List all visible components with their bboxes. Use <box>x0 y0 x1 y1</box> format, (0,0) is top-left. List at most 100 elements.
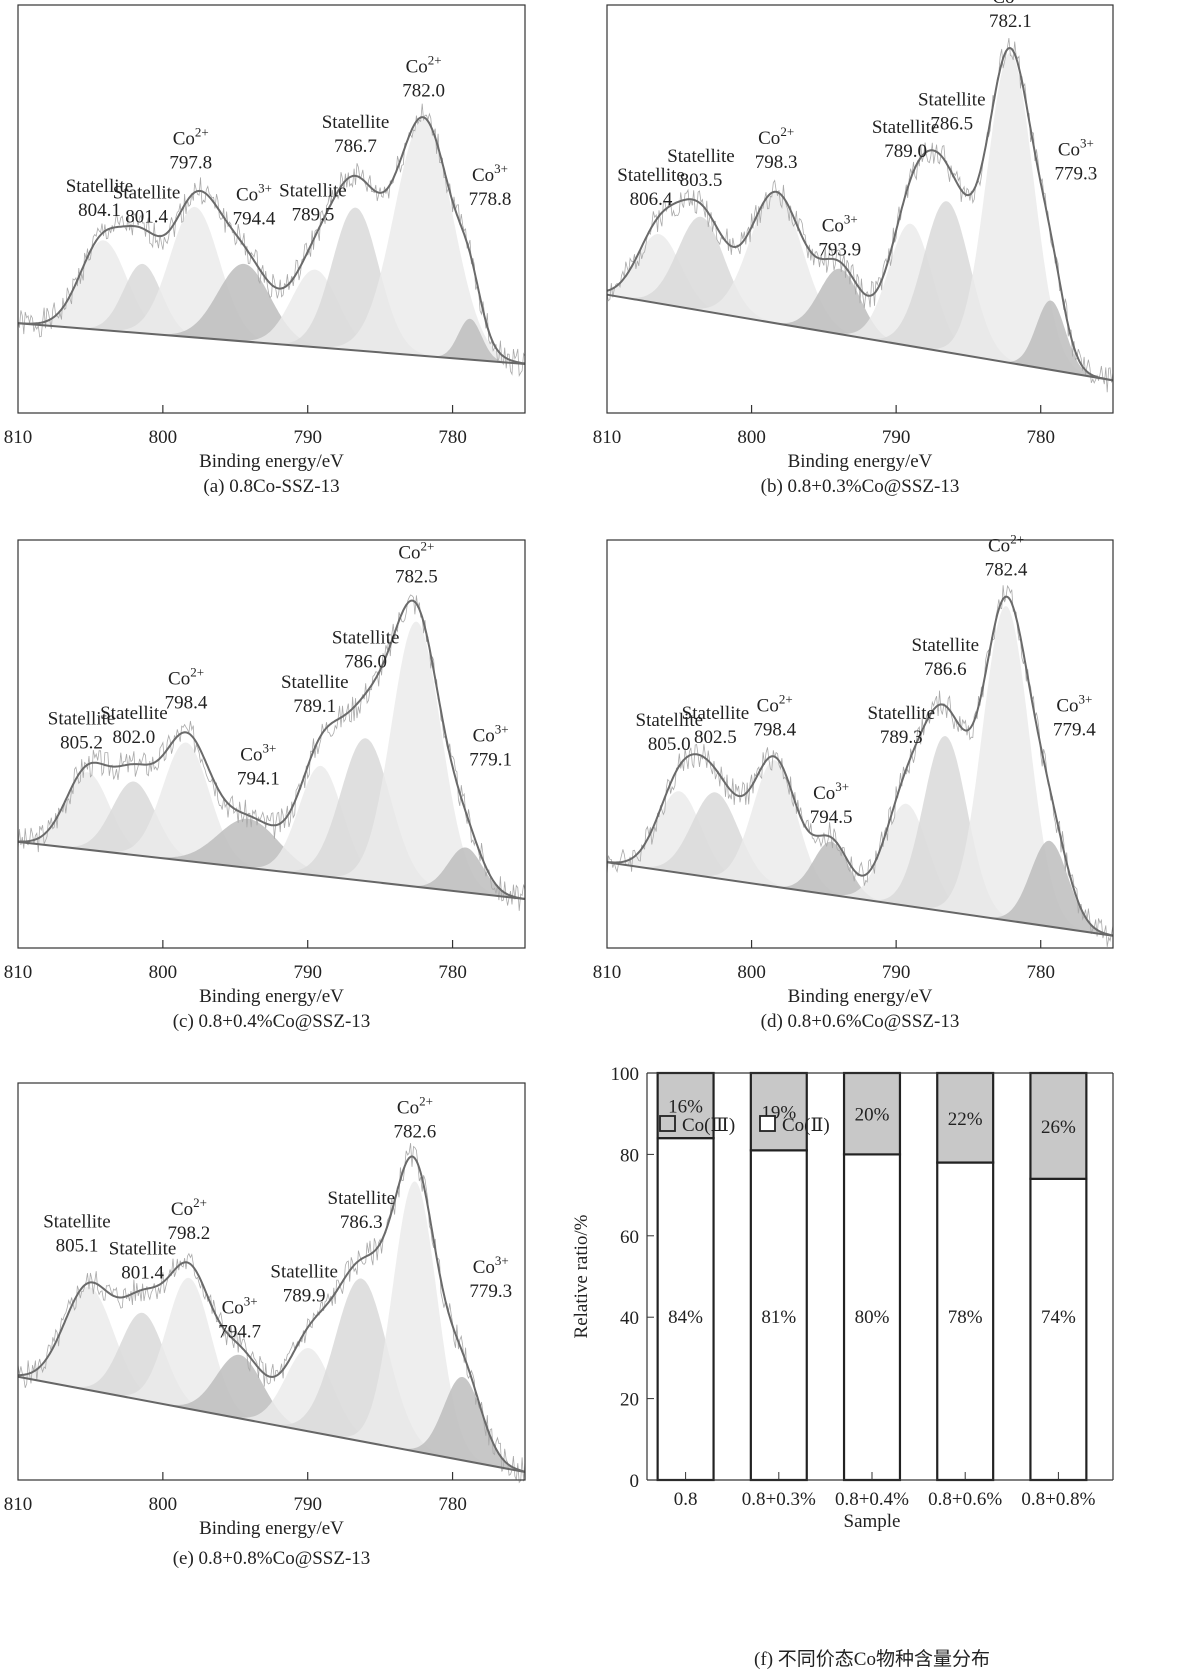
peak-label-value: 779.1 <box>469 750 512 771</box>
peak-label-name: Statellite <box>322 112 390 133</box>
oxidation-state-superscript: 3+ <box>258 181 272 196</box>
peak-label: Co2+ 782.4 <box>985 532 1028 581</box>
x-tick-label: 800 <box>737 962 766 983</box>
peak-label-value: 798.2 <box>168 1223 211 1244</box>
peak-label-name: Statellite <box>281 672 349 693</box>
peak-label: Co2+ 798.4 <box>753 692 796 741</box>
y-tick-label: 60 <box>620 1227 639 1248</box>
peak-label: Statellite 805.2 <box>48 709 116 754</box>
peak-label-name: Co3+ <box>240 740 276 765</box>
peak-label-name: Co3+ <box>813 779 849 804</box>
component-peak-2 <box>18 1312 525 1473</box>
peak-label: Co2+ 798.4 <box>165 664 208 713</box>
peak-label-value: 779.3 <box>1054 163 1097 184</box>
peak-label-name: Statellite <box>682 703 750 724</box>
x-tick-label: 810 <box>4 427 33 448</box>
peak-label-value: 805.0 <box>648 734 691 755</box>
x-tick-label: 800 <box>149 1494 178 1515</box>
peak-label-name: Co2+ <box>988 532 1024 557</box>
x-tick-label: 780 <box>1026 427 1055 448</box>
raw-spectrum-line <box>17 103 526 378</box>
panel-b: 810 800 790 780 Binding energy/eV (b) 0.8+0.3… <box>593 0 1114 497</box>
bar-co-iii <box>936 1071 995 1164</box>
plot-frame <box>17 539 526 949</box>
peak-label-name: Statellite <box>109 1239 177 1260</box>
peak-label: Statellite 805.0 <box>636 710 704 755</box>
background-baseline <box>17 1375 526 1474</box>
bar-value-label: 16% <box>668 1097 703 1118</box>
panel-e: 810 800 790 780 Binding energy/eV (e) 0.8+0.8… <box>4 1082 526 1569</box>
peak-label: Co3+ 779.3 <box>469 1253 512 1302</box>
oxidation-state-superscript: 3+ <box>262 740 276 755</box>
peak-label-value: 802.0 <box>113 727 156 748</box>
oxidation-state-superscript: 2+ <box>1010 532 1024 547</box>
x-tick-label: 780 <box>438 962 467 983</box>
panel-c: 810 800 790 780 Binding energy/eV (c) 0.8+0.4… <box>4 539 526 1032</box>
bar-value-label: 20% <box>855 1105 890 1126</box>
peak-label-name: Statellite <box>113 182 181 203</box>
bar-co-ii <box>1029 1177 1088 1482</box>
component-peak-7 <box>607 52 1113 381</box>
peak-label: Statellite 806.4 <box>617 165 685 210</box>
peak-label-value: 805.1 <box>56 1236 99 1257</box>
bar-co-iii <box>1029 1071 1088 1180</box>
peak-label-name: Co2+ <box>171 1195 207 1220</box>
oxidation-state-superscript: 3+ <box>835 779 849 794</box>
component-peak-7 <box>18 1181 525 1473</box>
peak-label-name: Co3+ <box>473 722 509 747</box>
component-peak-7 <box>18 119 525 364</box>
x-tick-label: 800 <box>149 962 178 983</box>
fitted-envelope-line <box>17 116 526 365</box>
peak-label: Statellite 805.1 <box>43 1212 111 1257</box>
oxidation-state-superscript: 3+ <box>244 1293 258 1308</box>
peak-label-name: Co3+ <box>472 161 508 186</box>
peak-label-name: Statellite <box>918 90 986 111</box>
panel-caption: (e) 0.8+0.8%Co@SSZ-13 <box>173 1548 371 1569</box>
x-tick-label: 790 <box>293 1494 322 1515</box>
bar-value-label: 26% <box>1041 1117 1076 1138</box>
bar-co-ii <box>749 1149 808 1482</box>
x-axis-label: Sample <box>844 1511 901 1532</box>
peak-label-value: 779.3 <box>469 1281 512 1302</box>
peak-label-value: 794.7 <box>218 1321 261 1342</box>
peak-label: Co2+ 782.0 <box>402 52 445 101</box>
background-baseline <box>606 861 1114 937</box>
x-axis-label: Binding energy/eV <box>199 986 344 1007</box>
x-tick-label: 810 <box>4 1494 33 1515</box>
bar-co-iii <box>842 1071 902 1156</box>
x-tick-label: 0.8+0.8% <box>1021 1489 1095 1510</box>
x-tick-label: 810 <box>4 962 33 983</box>
peak-label: Co3+ 779.3 <box>1054 135 1097 184</box>
x-tick-label: 780 <box>438 1494 467 1515</box>
y-tick-label: 100 <box>611 1064 640 1085</box>
legend: Co(Ⅲ) Co(Ⅱ) <box>659 1115 830 1136</box>
y-tick-label: 80 <box>620 1145 639 1166</box>
peak-label: Statellite 786.6 <box>912 635 980 680</box>
x-tick-label: 0.8+0.3% <box>742 1489 816 1510</box>
peak-label-value: 794.5 <box>810 807 853 828</box>
oxidation-state-superscript: 3+ <box>1079 692 1093 707</box>
peak-label-name: Co2+ <box>173 124 209 149</box>
peak-label-value: 782.0 <box>402 80 445 101</box>
peak-label: Statellite 789.0 <box>872 117 940 162</box>
peak-label-name: Co2+ <box>758 124 794 149</box>
peak-label-name: Co3+ <box>473 1253 509 1278</box>
plot-frame <box>17 4 526 414</box>
peak-label-value: 801.4 <box>121 1263 164 1284</box>
component-peak-5 <box>18 1348 525 1473</box>
legend-swatch-co-iii <box>659 1115 676 1132</box>
fitted-envelope-line <box>18 599 526 900</box>
peak-label: Co2+ 798.2 <box>168 1195 211 1244</box>
component-peak-3 <box>18 206 525 364</box>
peak-label-value: 806.4 <box>630 189 673 210</box>
legend-label: Co(Ⅲ) <box>682 1115 735 1136</box>
peak-label: Co3+ 779.1 <box>469 722 512 771</box>
x-tick-label: 790 <box>882 962 911 983</box>
component-peak-7 <box>18 621 525 899</box>
component-peak-7 <box>607 606 1113 936</box>
peak-label: Statellite 802.0 <box>100 703 168 748</box>
peak-label: Co2+ 782.5 <box>395 539 438 588</box>
background-baseline <box>606 293 1114 382</box>
x-tick-label: 790 <box>293 962 322 983</box>
